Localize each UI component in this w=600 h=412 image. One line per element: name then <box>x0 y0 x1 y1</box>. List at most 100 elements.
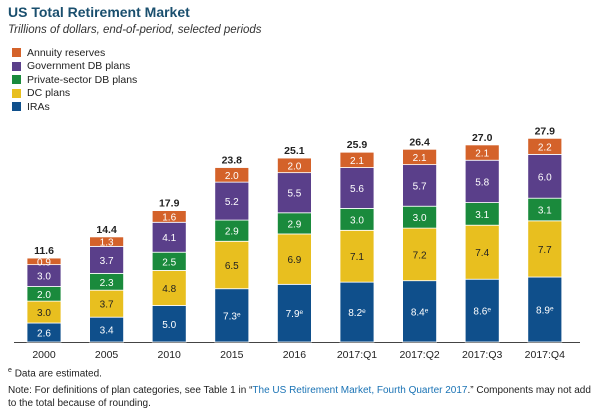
data-label-dc-plans-2017-q1: 7.1 <box>350 252 364 263</box>
legend-item-iras: IRAs <box>12 100 137 114</box>
data-label-government-db-plans-2005: 3.7 <box>100 256 114 267</box>
bar-segment-government-db-plans-2016 <box>276 172 312 214</box>
data-label-dc-plans-2017-q4: 7.7 <box>538 245 552 256</box>
x-tick-label-2017-q4: 2017:Q4 <box>525 349 565 361</box>
data-label-private-sector-db-plans-2016: 2.9 <box>287 219 301 230</box>
data-label-government-db-plans-2000: 3.0 <box>37 272 51 283</box>
x-tick-label-2000: 2000 <box>32 349 56 361</box>
bar-segment-iras-2015 <box>214 288 250 343</box>
data-label-iras-2017-q1: 8.2e <box>348 308 366 319</box>
data-label-annuity-reserves-2016: 2.0 <box>287 161 301 172</box>
bar-segment-government-db-plans-2010 <box>151 221 187 253</box>
legend-swatch-private-sector-db-plans <box>12 75 21 85</box>
total-label-2017-q4: 27.9 <box>535 125 556 137</box>
bar-segment-annuity-reserves-2017-q2 <box>402 148 438 166</box>
chart-title: US Total Retirement Market <box>8 4 190 20</box>
data-label-annuity-reserves-2000: 0.9 <box>37 257 51 268</box>
legend-item-private-sector-db-plans: Private-sector DB plans <box>12 73 137 87</box>
bar-segment-iras-2005 <box>89 316 124 343</box>
bar-segment-dc-plans-2017-q1 <box>339 229 375 283</box>
data-label-dc-plans-2010: 4.8 <box>162 284 176 295</box>
bar-segment-iras-2017-q4 <box>527 276 563 343</box>
total-label-2016: 25.1 <box>284 145 305 157</box>
legend-item-government-db-plans: Government DB plans <box>12 60 137 74</box>
bar-segment-annuity-reserves-2017-q3 <box>464 144 500 161</box>
data-label-dc-plans-2005: 3.7 <box>100 300 114 311</box>
bar-segment-annuity-reserves-2010 <box>151 210 187 223</box>
data-label-annuity-reserves-2017-q2: 2.1 <box>413 153 427 164</box>
data-label-iras-2017-q4: 8.9e <box>536 306 554 317</box>
bar-segment-iras-2017-q2 <box>402 280 438 343</box>
bar-segment-dc-plans-2010 <box>151 270 187 306</box>
total-label-2010: 17.9 <box>159 198 180 210</box>
total-label-2005: 14.4 <box>96 224 117 236</box>
data-label-dc-plans-2015: 6.5 <box>225 261 239 272</box>
data-label-annuity-reserves-2010: 1.6 <box>162 212 176 223</box>
data-label-dc-plans-2016: 6.9 <box>287 255 301 266</box>
data-label-iras-2016: 7.9e <box>286 309 304 320</box>
x-tick-label-2010: 2010 <box>158 349 182 361</box>
data-label-private-sector-db-plans-2017-q3: 3.1 <box>475 210 489 221</box>
total-label-2015: 23.8 <box>222 155 243 167</box>
total-label-2017-q2: 26.4 <box>409 136 430 148</box>
bar-segment-iras-2017-q3 <box>464 278 500 343</box>
data-label-private-sector-db-plans-2005: 2.3 <box>100 278 114 289</box>
bar-segment-annuity-reserves-2005 <box>89 236 124 247</box>
bar-segment-annuity-reserves-2000 <box>26 257 62 266</box>
legend-label-iras: IRAs <box>27 100 50 113</box>
bar-segment-government-db-plans-2015 <box>214 181 250 221</box>
data-label-annuity-reserves-2015: 2.0 <box>225 171 239 182</box>
bar-segment-annuity-reserves-2015 <box>214 167 250 183</box>
data-label-iras-2017-q3: 8.6e <box>473 307 491 318</box>
chart-subtitle: Trillions of dollars, end-of-period, sel… <box>8 24 262 36</box>
bar-segment-government-db-plans-2017-q1 <box>339 167 375 209</box>
legend: Annuity reserves Government DB plans Pri… <box>12 46 137 114</box>
bar-segment-annuity-reserves-2017-q1 <box>339 151 375 168</box>
total-label-2017-q1: 25.9 <box>347 139 368 151</box>
report-link[interactable]: The US Retirement Market, Fourth Quarter… <box>252 385 468 396</box>
data-label-annuity-reserves-2005: 1.3 <box>100 238 114 249</box>
legend-label-government-db-plans: Government DB plans <box>27 60 131 73</box>
x-tick-label-2016: 2016 <box>283 349 307 361</box>
data-label-private-sector-db-plans-2017-q4: 3.1 <box>538 206 552 217</box>
data-label-annuity-reserves-2017-q4: 2.2 <box>538 142 552 153</box>
bar-segment-dc-plans-2015 <box>214 240 250 290</box>
data-label-iras-2015: 7.3e <box>223 311 241 322</box>
data-label-government-db-plans-2017-q3: 5.8 <box>475 177 489 188</box>
legend-swatch-annuity-reserves <box>12 48 21 58</box>
x-tick-label-2017-q1: 2017:Q1 <box>337 349 377 361</box>
bar-segment-dc-plans-2017-q3 <box>464 224 500 280</box>
data-label-iras-2000: 2.6 <box>37 329 51 340</box>
bar-segment-dc-plans-2017-q2 <box>402 227 438 282</box>
note: Note: For definitions of plan categories… <box>8 385 591 409</box>
legend-label-annuity-reserves: Annuity reserves <box>27 46 106 59</box>
x-tick-label-2015: 2015 <box>220 349 244 361</box>
legend-item-dc-plans: DC plans <box>12 87 137 101</box>
legend-swatch-iras <box>12 102 21 112</box>
data-label-private-sector-db-plans-2017-q2: 3.0 <box>413 213 427 224</box>
bar-segment-iras-2017-q1 <box>339 281 375 343</box>
data-label-annuity-reserves-2017-q1: 2.1 <box>350 156 364 167</box>
data-label-annuity-reserves-2017-q3: 2.1 <box>475 149 489 160</box>
bar-segment-dc-plans-2017-q4 <box>527 220 563 278</box>
x-tick-label-2005: 2005 <box>95 349 119 361</box>
data-label-private-sector-db-plans-2015: 2.9 <box>225 227 239 238</box>
data-label-private-sector-db-plans-2017-q1: 3.0 <box>350 215 364 226</box>
legend-label-private-sector-db-plans: Private-sector DB plans <box>27 73 138 86</box>
data-label-iras-2017-q2: 8.4e <box>411 307 429 318</box>
data-label-government-db-plans-2017-q1: 5.6 <box>350 184 364 195</box>
data-label-dc-plans-2017-q2: 7.2 <box>413 250 427 261</box>
legend-swatch-dc-plans <box>12 88 21 98</box>
legend-item-annuity-reserves: Annuity reserves <box>12 46 137 60</box>
x-tick-label-2017-q3: 2017:Q3 <box>462 349 502 361</box>
data-label-government-db-plans-2017-q2: 5.7 <box>413 181 427 192</box>
bar-segment-annuity-reserves-2017-q4 <box>527 137 563 155</box>
data-label-government-db-plans-2010: 4.1 <box>162 233 176 244</box>
data-label-dc-plans-2017-q3: 7.4 <box>475 248 489 259</box>
data-label-private-sector-db-plans-2010: 2.5 <box>162 257 176 268</box>
footnote: e Data are estimated. <box>8 367 102 380</box>
legend-swatch-government-db-plans <box>12 61 21 71</box>
bar-segment-annuity-reserves-2016 <box>276 157 312 174</box>
data-label-iras-2005: 3.4 <box>100 326 114 337</box>
